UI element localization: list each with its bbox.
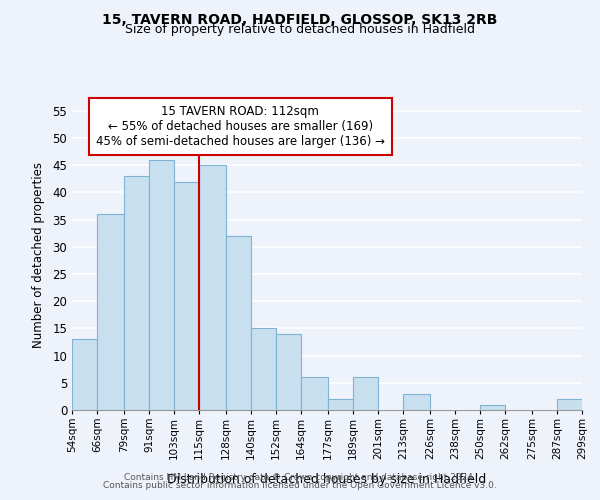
Bar [403, 394, 430, 410]
Y-axis label: Number of detached properties: Number of detached properties [32, 162, 46, 348]
Text: Contains HM Land Registry data © Crown copyright and database right 2024.: Contains HM Land Registry data © Crown c… [124, 472, 476, 482]
Bar [480, 404, 505, 410]
Bar [557, 399, 582, 410]
Bar [226, 236, 251, 410]
Bar [124, 176, 149, 410]
X-axis label: Distribution of detached houses by size in Hadfield: Distribution of detached houses by size … [167, 473, 487, 486]
Text: Contains public sector information licensed under the Open Government Licence v3: Contains public sector information licen… [103, 481, 497, 490]
Bar [353, 378, 378, 410]
Bar [328, 399, 353, 410]
Bar [174, 182, 199, 410]
Text: Size of property relative to detached houses in Hadfield: Size of property relative to detached ho… [125, 22, 475, 36]
Text: 15, TAVERN ROAD, HADFIELD, GLOSSOP, SK13 2RB: 15, TAVERN ROAD, HADFIELD, GLOSSOP, SK13… [103, 12, 497, 26]
Bar [251, 328, 276, 410]
Text: 15 TAVERN ROAD: 112sqm
← 55% of detached houses are smaller (169)
45% of semi-de: 15 TAVERN ROAD: 112sqm ← 55% of detached… [96, 104, 385, 148]
Bar [97, 214, 124, 410]
Bar [199, 166, 226, 410]
Bar [149, 160, 174, 410]
Bar [276, 334, 301, 410]
Bar [301, 378, 328, 410]
Bar [72, 340, 97, 410]
